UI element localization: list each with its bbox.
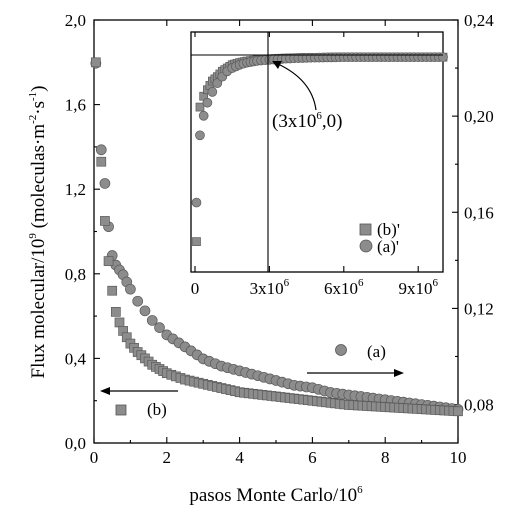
arrow-series-a-right-axis [307, 369, 404, 377]
data-point [114, 317, 125, 328]
main-legend-markers [115, 344, 347, 416]
inset-legend: (b)' (a)' [359, 220, 400, 256]
inset-data-point [198, 110, 209, 121]
data-point [90, 57, 101, 68]
y-left-tick-label: 2,0 [65, 11, 86, 30]
x-tick-label: 0 [90, 448, 99, 467]
inset-x-tick-label: 3x106 [250, 277, 290, 298]
data-point [110, 307, 121, 317]
main-legend: (a) (b) [147, 342, 386, 419]
legend-marker-a [335, 344, 347, 356]
inset-annotation-arrow [272, 61, 317, 111]
inset-x-tick-label: 0 [191, 279, 200, 298]
legend-label-a: (a) [367, 342, 386, 361]
data-point [125, 283, 136, 295]
x-axis-title: pasos Monte Carlo/106 [189, 484, 363, 506]
inset-legend-marker-a [359, 239, 373, 253]
data-point [96, 156, 107, 167]
data-point [453, 406, 463, 417]
legend-label-b: (b) [147, 400, 167, 419]
y-left-tick-label: 0,0 [65, 434, 86, 453]
arrow-series-b-left-axis [100, 387, 178, 395]
data-point [103, 256, 114, 266]
y-right-tick-label: 0,16 [464, 203, 494, 222]
inset-legend-label-a: (a)' [377, 237, 399, 256]
inset-data-point [195, 130, 205, 141]
data-point [100, 216, 110, 226]
inset-legend-label-b: (b)' [377, 220, 400, 239]
inset-data-point [192, 237, 201, 246]
inset-series-layer [191, 52, 448, 246]
data-point [132, 295, 144, 307]
data-point [139, 305, 151, 317]
main-series-layer [90, 57, 464, 417]
legend-marker-b [115, 404, 127, 416]
inset-legend-marker-b [359, 223, 372, 236]
inset-annotation-label: (3x106,0) [272, 110, 342, 132]
y-right-tick-label: 0,08 [464, 396, 494, 415]
data-point [146, 315, 158, 326]
inset-data-point [207, 87, 218, 97]
x-tick-label: 8 [381, 448, 390, 467]
inset-x-tick-label: 9x106 [398, 277, 438, 298]
x-tick-label: 10 [450, 448, 467, 467]
inset-data-point [191, 197, 202, 208]
inset-axis-ticks: 0 3x106 6x106 9x106 [191, 32, 438, 298]
y-right-tick-label: 0,24 [464, 11, 494, 30]
inset-data-point [202, 97, 213, 108]
series-b [90, 57, 463, 417]
y-right-tick-label: 0,20 [464, 107, 494, 126]
inset-data-point [195, 102, 205, 112]
inset-data-point [438, 52, 448, 63]
x-tick-label: 6 [308, 448, 317, 467]
y-left-tick-label: 0,4 [65, 349, 87, 368]
y-right-tick-label: 0,12 [464, 299, 494, 318]
data-point [95, 144, 107, 156]
main-axis-ticks: 0 2 4 6 8 10 0,0 0,4 0,8 1,2 1,6 2,0 0,08 0,12 0,16 0,2… [65, 11, 495, 467]
data-point [99, 178, 111, 189]
y-axis-left-title: Flux molecular/109 (moleculas·m-2·s-1) [27, 86, 49, 379]
data-point [154, 322, 165, 333]
inset-data-point [212, 78, 223, 89]
data-point [107, 285, 118, 296]
x-tick-label: 4 [235, 448, 244, 467]
y-left-tick-label: 0,8 [65, 265, 86, 284]
y-left-tick-label: 1,6 [65, 96, 86, 115]
x-tick-label: 2 [163, 448, 172, 467]
y-left-tick-label: 1,2 [65, 180, 86, 199]
inset-x-tick-label: 6x106 [324, 277, 364, 298]
